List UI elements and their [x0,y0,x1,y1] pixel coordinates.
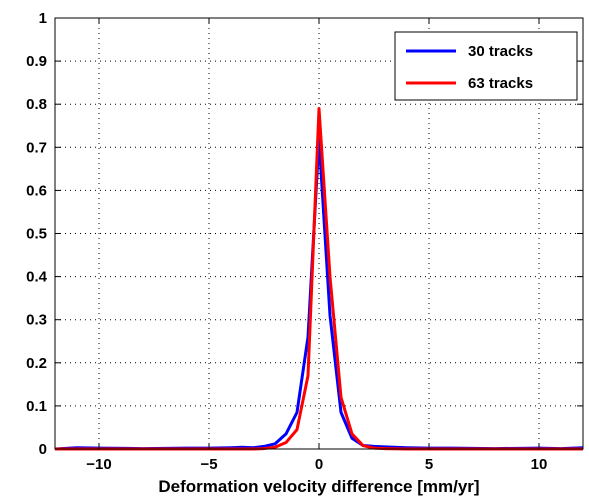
x-axis-label: Deformation velocity difference [mm/yr] [158,477,479,496]
y-tick-label: 1 [39,10,47,27]
legend-box [394,31,578,101]
legend-label-30-tracks: 30 tracks [468,43,533,60]
y-tick-label: 0.1 [26,398,47,415]
y-tick-label: 0 [39,441,47,458]
x-tick-label: 0 [315,456,323,473]
grid [55,17,583,450]
y-tick-label: 0.9 [26,53,47,70]
y-tick-label: 0.3 [26,312,47,329]
ticks [55,17,583,450]
x-tick-label: −10 [86,456,111,473]
y-tick-label: 0.8 [26,96,47,113]
y-tick-label: 0.7 [26,139,47,156]
x-tick-label: 10 [531,456,548,473]
y-tick-labels: 0 0.1 0.2 0.3 0.4 0.5 0.6 0.7 0.8 0.9 1 [26,10,48,458]
y-tick-label: 0.5 [26,226,47,243]
x-tick-labels: −10 −5 0 5 10 [86,456,547,473]
y-tick-label: 0.2 [26,355,47,372]
y-tick-label: 0.4 [26,269,48,286]
legend: 30 tracks 63 tracks [394,31,578,101]
x-tick-label: −5 [200,456,217,473]
y-tick-label: 0.6 [26,182,47,199]
legend-label-63-tracks: 63 tracks [468,75,533,92]
x-tick-label: 5 [425,456,433,473]
